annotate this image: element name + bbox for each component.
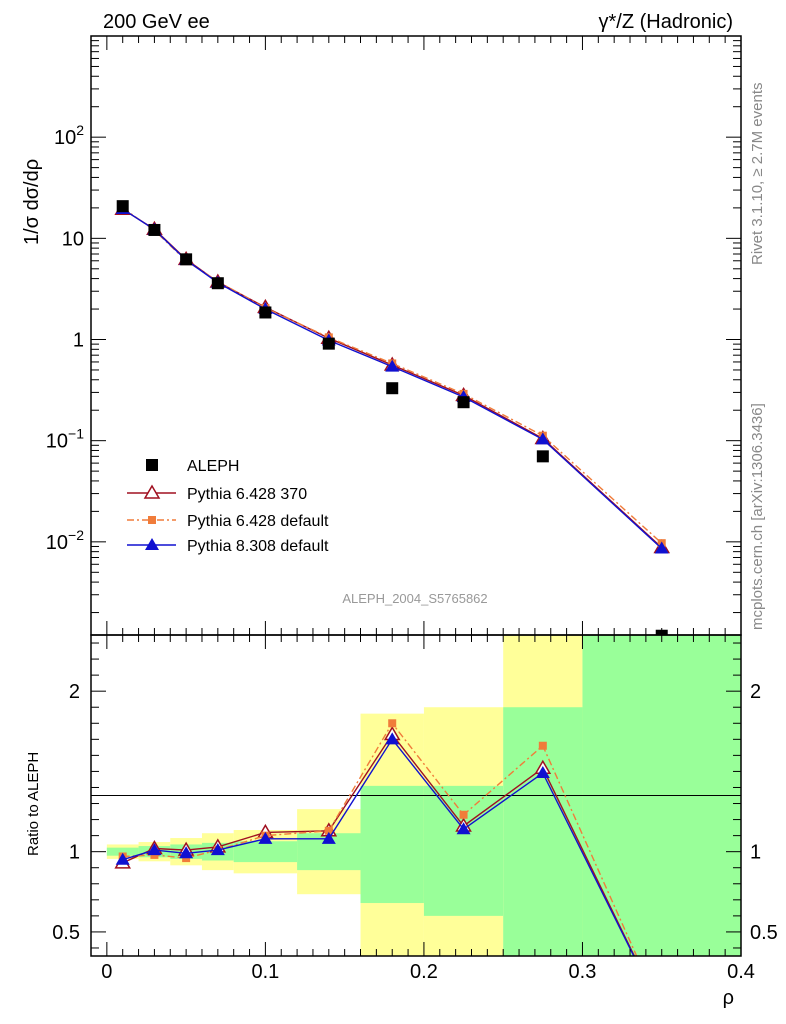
ratio-point-p8_default-2	[179, 846, 194, 859]
ratio-ytick-label-right-1: 1	[750, 842, 761, 864]
legend-marker-aleph	[146, 459, 158, 471]
ratio-line-p8_default	[122, 738, 635, 956]
legend-label-p6_default: Pythia 6.428 default	[187, 513, 329, 530]
main-ytick-label-3: 10−1	[46, 426, 84, 453]
ratio-xtick-label-1: 0.1	[251, 961, 279, 983]
legend-label-p6_370: Pythia 6.428 370	[187, 486, 307, 503]
legend-item-aleph: ALEPH	[146, 458, 239, 475]
main-point-p8_default-9	[654, 541, 669, 554]
legend-item-p6_default: Pythia 6.428 default	[127, 513, 329, 530]
main-point-aleph-5	[322, 337, 335, 350]
ratio-point-p6_default-6	[388, 719, 397, 728]
main-point-p8_default-8	[535, 432, 550, 445]
main-line-p8_default	[122, 208, 663, 550]
ratio-xtick-label-0: 0	[101, 961, 112, 983]
ratio-point-p8_default-7	[456, 822, 471, 835]
ratio-line-p6_370	[122, 733, 636, 956]
ratio-ytick-label-left-2: 2	[69, 681, 80, 703]
ratio-ylabel: Ratio to ALEPH	[25, 752, 42, 856]
ratio-point-p8_default-4	[258, 831, 273, 844]
ratio-series-p8_default	[115, 732, 635, 956]
ratio-point-p8_default-5	[321, 831, 336, 844]
main-point-aleph-2	[180, 253, 193, 266]
main-ytick-label-1: 10	[62, 228, 84, 250]
axes: 102 10 1 10−1 10−2 0 0.1 0.2 0.3 0.4 0.5 0.5 1 1 2 2	[46, 35, 778, 983]
main-point-aleph-8	[536, 450, 549, 463]
left-title: 200 GeV ee	[103, 11, 210, 33]
ratio-xtick-label-3: 0.3	[569, 961, 597, 983]
ratio-ytick-label-right-0: 0.5	[750, 922, 778, 944]
legend-label-aleph: ALEPH	[187, 458, 239, 475]
legend-item-p8_default: Pythia 8.308 default	[127, 538, 329, 555]
ratio-point-p8_default-6	[385, 732, 400, 745]
ratio-point-p6_default-7	[459, 810, 468, 819]
legend-marker-p6_370	[143, 484, 161, 499]
main-ytick-label-0: 102	[54, 122, 84, 149]
ratio-point-p8_default-8	[535, 766, 550, 779]
ratio-point-p8_default-3	[210, 843, 225, 856]
analysis-watermark: ALEPH_2004_S5765862	[342, 591, 487, 606]
main-point-aleph-0	[116, 200, 129, 213]
ratio-xtick-label-2: 0.2	[410, 961, 438, 983]
right-title: γ*/Z (Hadronic)	[599, 11, 733, 33]
ratio-ytick-label-left-0: 0.5	[52, 922, 80, 944]
ratio-point-p6_default-8	[538, 741, 547, 750]
legend: ALEPH Pythia 6.428 370 Pythia 6.428 defaul…	[127, 458, 329, 555]
legend-marker-p6_default	[148, 516, 156, 524]
main-ytick-label-4: 10−2	[46, 527, 84, 554]
main-point-aleph-1	[148, 223, 161, 236]
ratio-point-p6_default-5	[324, 826, 333, 835]
main-point-p8_default-6	[385, 359, 400, 372]
legend-label-p8_default: Pythia 8.308 default	[187, 538, 329, 555]
ratio-series	[114, 719, 638, 956]
main-series	[114, 200, 671, 635]
main-ylabel: 1/σ dσ/dρ	[21, 159, 43, 245]
ratio-xtick-label-4: 0.4	[727, 961, 755, 983]
main-point-aleph-6	[386, 382, 399, 395]
ratio-xlabel: ρ	[723, 987, 734, 1009]
ratio-ytick-label-right-2: 2	[750, 681, 761, 703]
main-point-aleph-3	[211, 277, 224, 290]
rivet-label: Rivet 3.1.10, ≥ 2.7M events	[749, 83, 766, 266]
legend-marker-p8_default	[145, 538, 159, 550]
legend-item-p6_370: Pythia 6.428 370	[127, 484, 307, 503]
mcplots-label: mcplots.cern.ch [arXiv:1306.3436]	[749, 403, 766, 630]
band-inner-4	[233, 841, 298, 863]
band-inner-0	[106, 847, 139, 856]
ratio-frame	[90, 634, 742, 957]
main-point-aleph-7	[457, 396, 470, 409]
band-inner-6	[360, 785, 424, 904]
ratio-point-p8_default-1	[147, 843, 162, 856]
main-point-aleph-4	[259, 306, 272, 319]
main-ytick-label-2: 1	[73, 330, 84, 352]
ratio-line-p6_default	[122, 722, 638, 956]
ratio-ytick-label-left-1: 1	[69, 842, 80, 864]
ratio-point-p8_default-0	[115, 852, 130, 865]
main-series-aleph	[116, 200, 668, 635]
